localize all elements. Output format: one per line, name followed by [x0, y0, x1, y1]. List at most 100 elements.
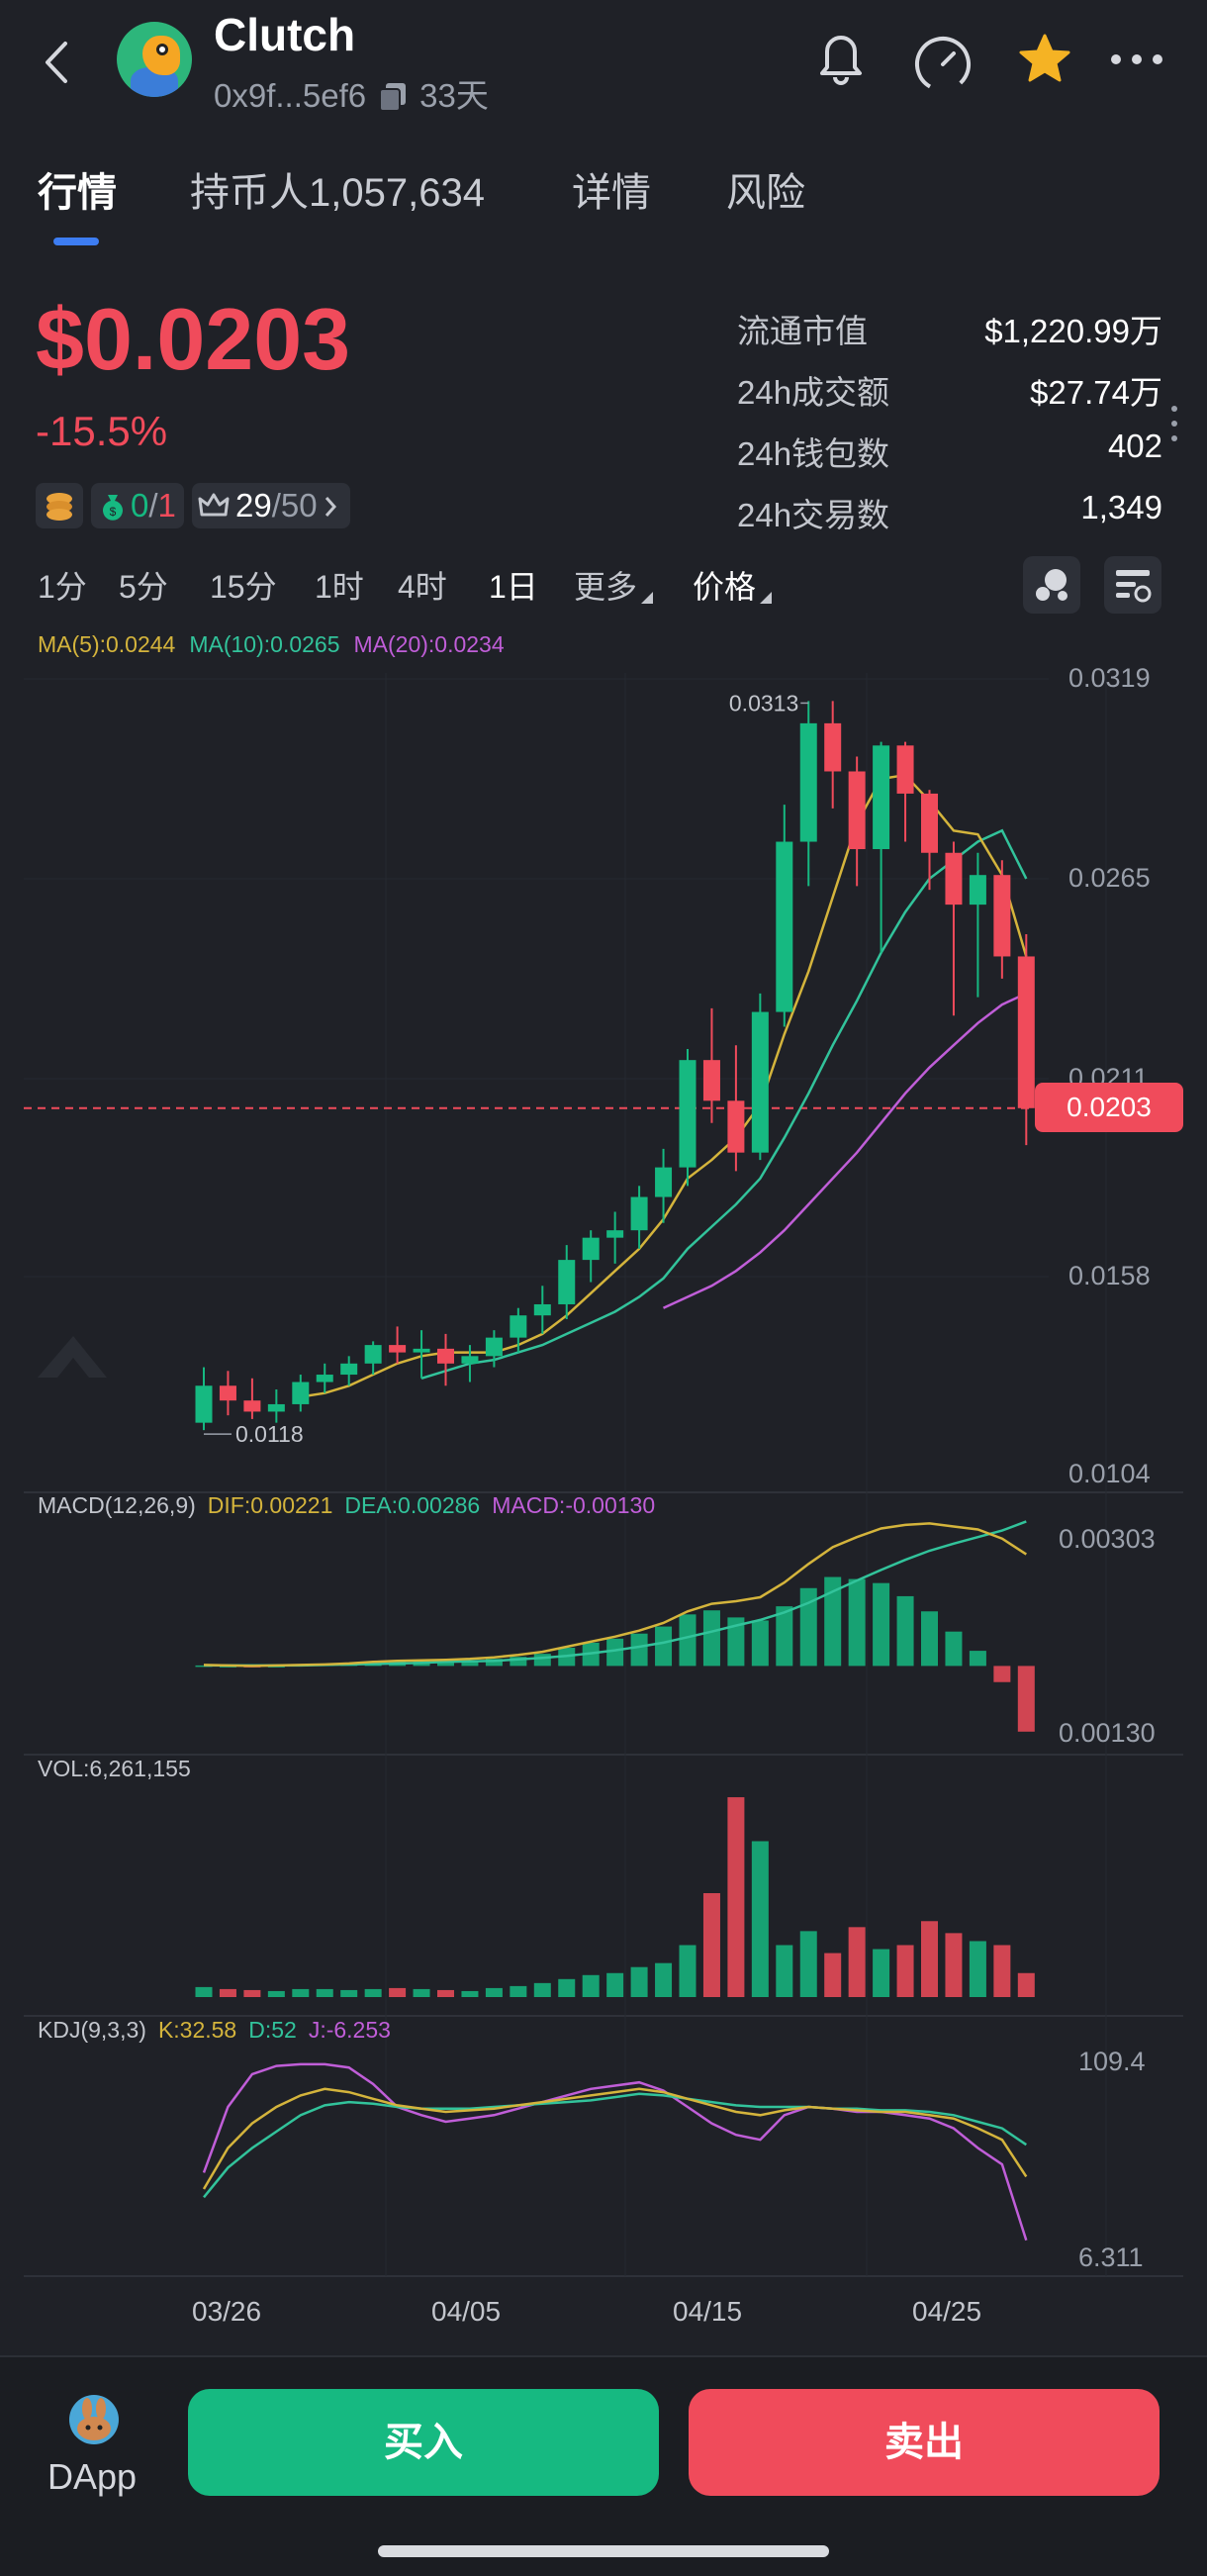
- interval-4h[interactable]: 4时: [398, 569, 447, 605]
- chart-settings-icon: [1116, 570, 1152, 603]
- main-tabs: 行情 持币人1,057,634 详情 风险: [0, 148, 1207, 247]
- volume-panel: [195, 1797, 1035, 1997]
- candle: [292, 1375, 310, 1412]
- volume-bar: [799, 1931, 817, 1997]
- date-axis-tick: 04/25: [912, 2296, 982, 2327]
- stat-row: 流通市值 $1,220.99万: [737, 313, 1162, 349]
- kdj-legend: KDJ(9,3,3) K:32.58 D:52 J:-6.253: [38, 2017, 391, 2043]
- current-price-tag: 0.0203: [1035, 1083, 1183, 1132]
- ma10-line: [420, 828, 1028, 1380]
- high-price-label: 0.0313: [729, 690, 798, 716]
- candle: [267, 1388, 285, 1423]
- chevron-right-icon: [325, 497, 336, 517]
- back-button[interactable]: [38, 38, 77, 87]
- candle-body: [243, 1400, 261, 1412]
- high-low-markers: 0.0313 0.0118: [204, 690, 809, 1447]
- money-bag-icon: $: [103, 495, 123, 521]
- candle: [702, 1007, 720, 1123]
- interval-1h[interactable]: 1时: [315, 569, 364, 605]
- volume-bar: [1017, 1972, 1035, 1997]
- tab-holders[interactable]: 持币人1,057,634: [190, 171, 485, 215]
- interval-1d[interactable]: 1日: [489, 569, 538, 605]
- candle: [848, 756, 866, 887]
- macd-histogram-bar: [799, 1587, 817, 1667]
- candle: [533, 1286, 551, 1334]
- svg-text:$: $: [110, 505, 117, 519]
- price-axis-tick: 0.0158: [1068, 1261, 1151, 1290]
- candle-body: [510, 1315, 527, 1338]
- macd-histogram-bar: [679, 1614, 696, 1667]
- candle: [389, 1326, 407, 1364]
- indicator-toggle-button[interactable]: [1023, 556, 1080, 614]
- dapp-label[interactable]: DApp: [47, 2456, 138, 2497]
- macd-histogram-bar: [485, 1659, 503, 1667]
- interval-15m[interactable]: 15分: [210, 569, 277, 605]
- kdj-axis-tick: 109.4: [1078, 2047, 1146, 2076]
- candle: [824, 701, 842, 809]
- coin-stack-icon[interactable]: [36, 483, 83, 528]
- candle: [727, 1045, 745, 1172]
- price-change: -15.5%: [36, 408, 168, 454]
- candle-body: [316, 1375, 333, 1383]
- volume-bar: [848, 1927, 866, 1997]
- chart-settings-button[interactable]: [1104, 556, 1161, 614]
- buy-button[interactable]: 买入: [188, 2389, 659, 2496]
- candle-body: [413, 1348, 430, 1353]
- vertical-more-icon[interactable]: [1170, 404, 1178, 443]
- candlesticks: [195, 701, 1035, 1431]
- interval-1m[interactable]: 1分: [38, 569, 87, 605]
- dropdown-caret-icon: [641, 592, 654, 604]
- candle: [195, 1367, 213, 1431]
- crown-icon: [198, 493, 230, 517]
- volume-bar: [993, 1945, 1011, 1997]
- kdj-panel: [202, 2062, 1028, 2242]
- macd-histogram-bar: [751, 1620, 769, 1667]
- tab-market[interactable]: 行情: [38, 171, 117, 215]
- sell-button[interactable]: 卖出: [689, 2389, 1160, 2496]
- macd-axis-tick: 0.00130: [1059, 1718, 1156, 1748]
- candle: [582, 1230, 600, 1283]
- candle-body: [292, 1382, 310, 1404]
- favorite-star-icon[interactable]: [1015, 30, 1074, 89]
- more-options-icon[interactable]: [1110, 49, 1163, 69]
- macd-histogram-bar: [1017, 1666, 1035, 1732]
- copy-icon[interactable]: [378, 81, 408, 112]
- app-header: Clutch 0x9f...5ef6 33天: [0, 0, 1207, 129]
- price-chart[interactable]: 0.0313 0.0118: [0, 0, 1207, 2355]
- macd-histogram-bar: [824, 1576, 842, 1667]
- ma20-value: MA(20):0.0234: [353, 631, 505, 657]
- pancakeswap-bunny-icon[interactable]: [69, 2395, 119, 2444]
- volume-bar: [727, 1797, 745, 1997]
- current-price: $0.0203: [36, 290, 351, 388]
- macd-histogram-bar: [219, 1666, 236, 1668]
- candle-body: [945, 852, 963, 906]
- tab-details[interactable]: 详情: [572, 171, 651, 215]
- speed-gauge-icon[interactable]: [912, 34, 974, 95]
- candle-body: [896, 745, 914, 794]
- interval-5m[interactable]: 5分: [119, 569, 168, 605]
- candle: [485, 1330, 503, 1368]
- chevron-left-icon: [46, 42, 67, 83]
- candle: [921, 790, 938, 891]
- candle: [413, 1330, 430, 1379]
- volume-bar: [461, 1990, 479, 1997]
- volume-bar: [316, 1988, 333, 1997]
- candle-body: [679, 1060, 696, 1168]
- volume-bar: [292, 1988, 310, 1997]
- candle: [945, 841, 963, 1016]
- candle: [606, 1211, 624, 1264]
- candle: [510, 1307, 527, 1353]
- date-axis-tick: 04/15: [673, 2296, 743, 2327]
- volume-bar: [485, 1987, 503, 1997]
- ma10-value: MA(10):0.0265: [189, 631, 340, 657]
- price-mode-dropdown[interactable]: 价格: [693, 562, 773, 608]
- interval-selector: 1分 5分 15分 1时 4时 1日 更多 价格: [0, 562, 1207, 612]
- tab-risk[interactable]: 风险: [726, 171, 805, 215]
- bell-icon[interactable]: [813, 26, 869, 85]
- holders-ratio-chip[interactable]: $ 0/1: [91, 483, 184, 528]
- rank-chip[interactable]: 29/50: [192, 483, 350, 528]
- interval-more-dropdown[interactable]: 更多: [574, 562, 654, 608]
- candle: [751, 993, 769, 1161]
- candle: [461, 1345, 479, 1383]
- ma20-line: [662, 992, 1027, 1309]
